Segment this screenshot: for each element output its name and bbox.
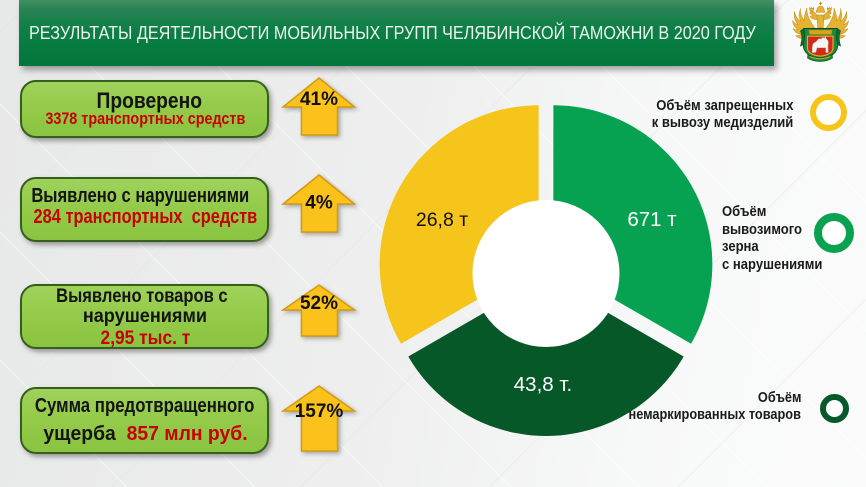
svg-text:41%: 41% <box>300 89 338 110</box>
svg-text:157%: 157% <box>295 401 344 422</box>
svg-text:52%: 52% <box>300 293 338 314</box>
svg-text:4%: 4% <box>305 193 333 214</box>
